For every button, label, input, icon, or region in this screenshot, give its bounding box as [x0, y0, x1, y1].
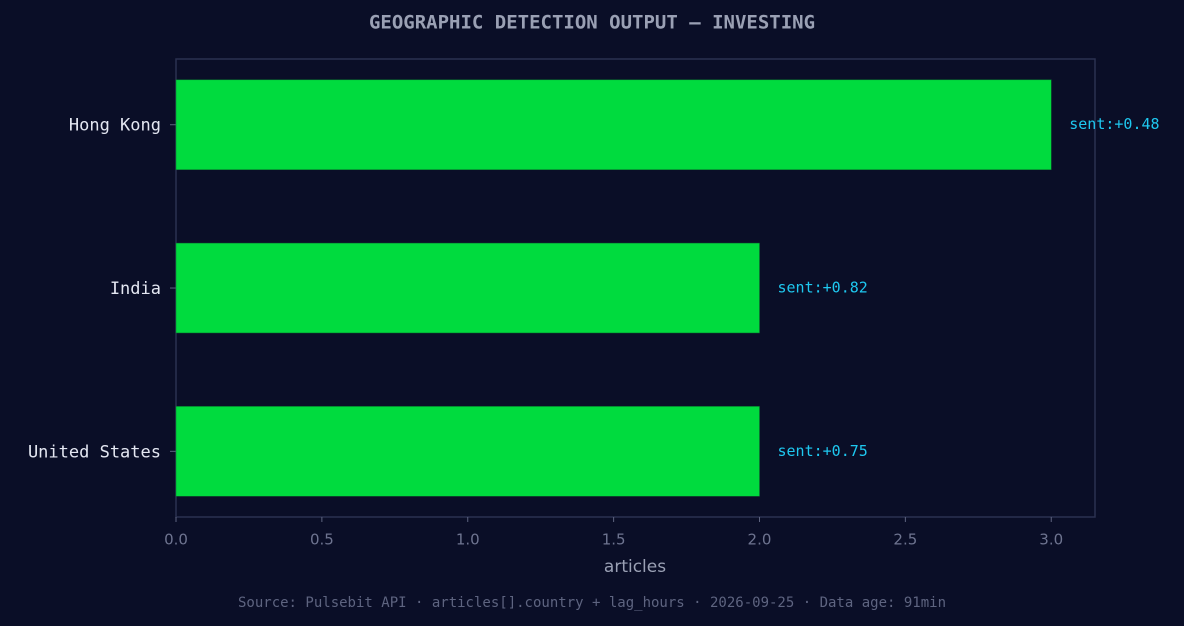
x-tick-label: 0.5 — [310, 531, 334, 549]
bar — [175, 242, 760, 334]
footer: Source: Pulsebit API · articles[].countr… — [238, 595, 946, 611]
x-tick-label: 3.0 — [1039, 531, 1063, 549]
y-tick-label: India — [110, 279, 161, 299]
y-tick-label: Hong Kong — [69, 116, 161, 136]
y-tick-label: United States — [28, 442, 161, 462]
annotation: sent:+0.48 — [1069, 115, 1159, 133]
x-axis-label: articles — [604, 557, 666, 577]
annotation: sent:+0.75 — [777, 442, 867, 460]
x-tick-label: 0.0 — [164, 531, 188, 549]
bar — [175, 79, 1052, 170]
x-tick-label: 2.5 — [893, 531, 917, 549]
x-tick-label: 2.0 — [748, 531, 772, 549]
x-tick-label: 1.5 — [602, 531, 626, 549]
chart-title: GEOGRAPHIC DETECTION OUTPUT — INVESTING — [369, 12, 815, 34]
x-tick-label: 1.0 — [456, 531, 480, 549]
bar — [175, 406, 760, 497]
annotation: sent:+0.82 — [777, 279, 867, 297]
